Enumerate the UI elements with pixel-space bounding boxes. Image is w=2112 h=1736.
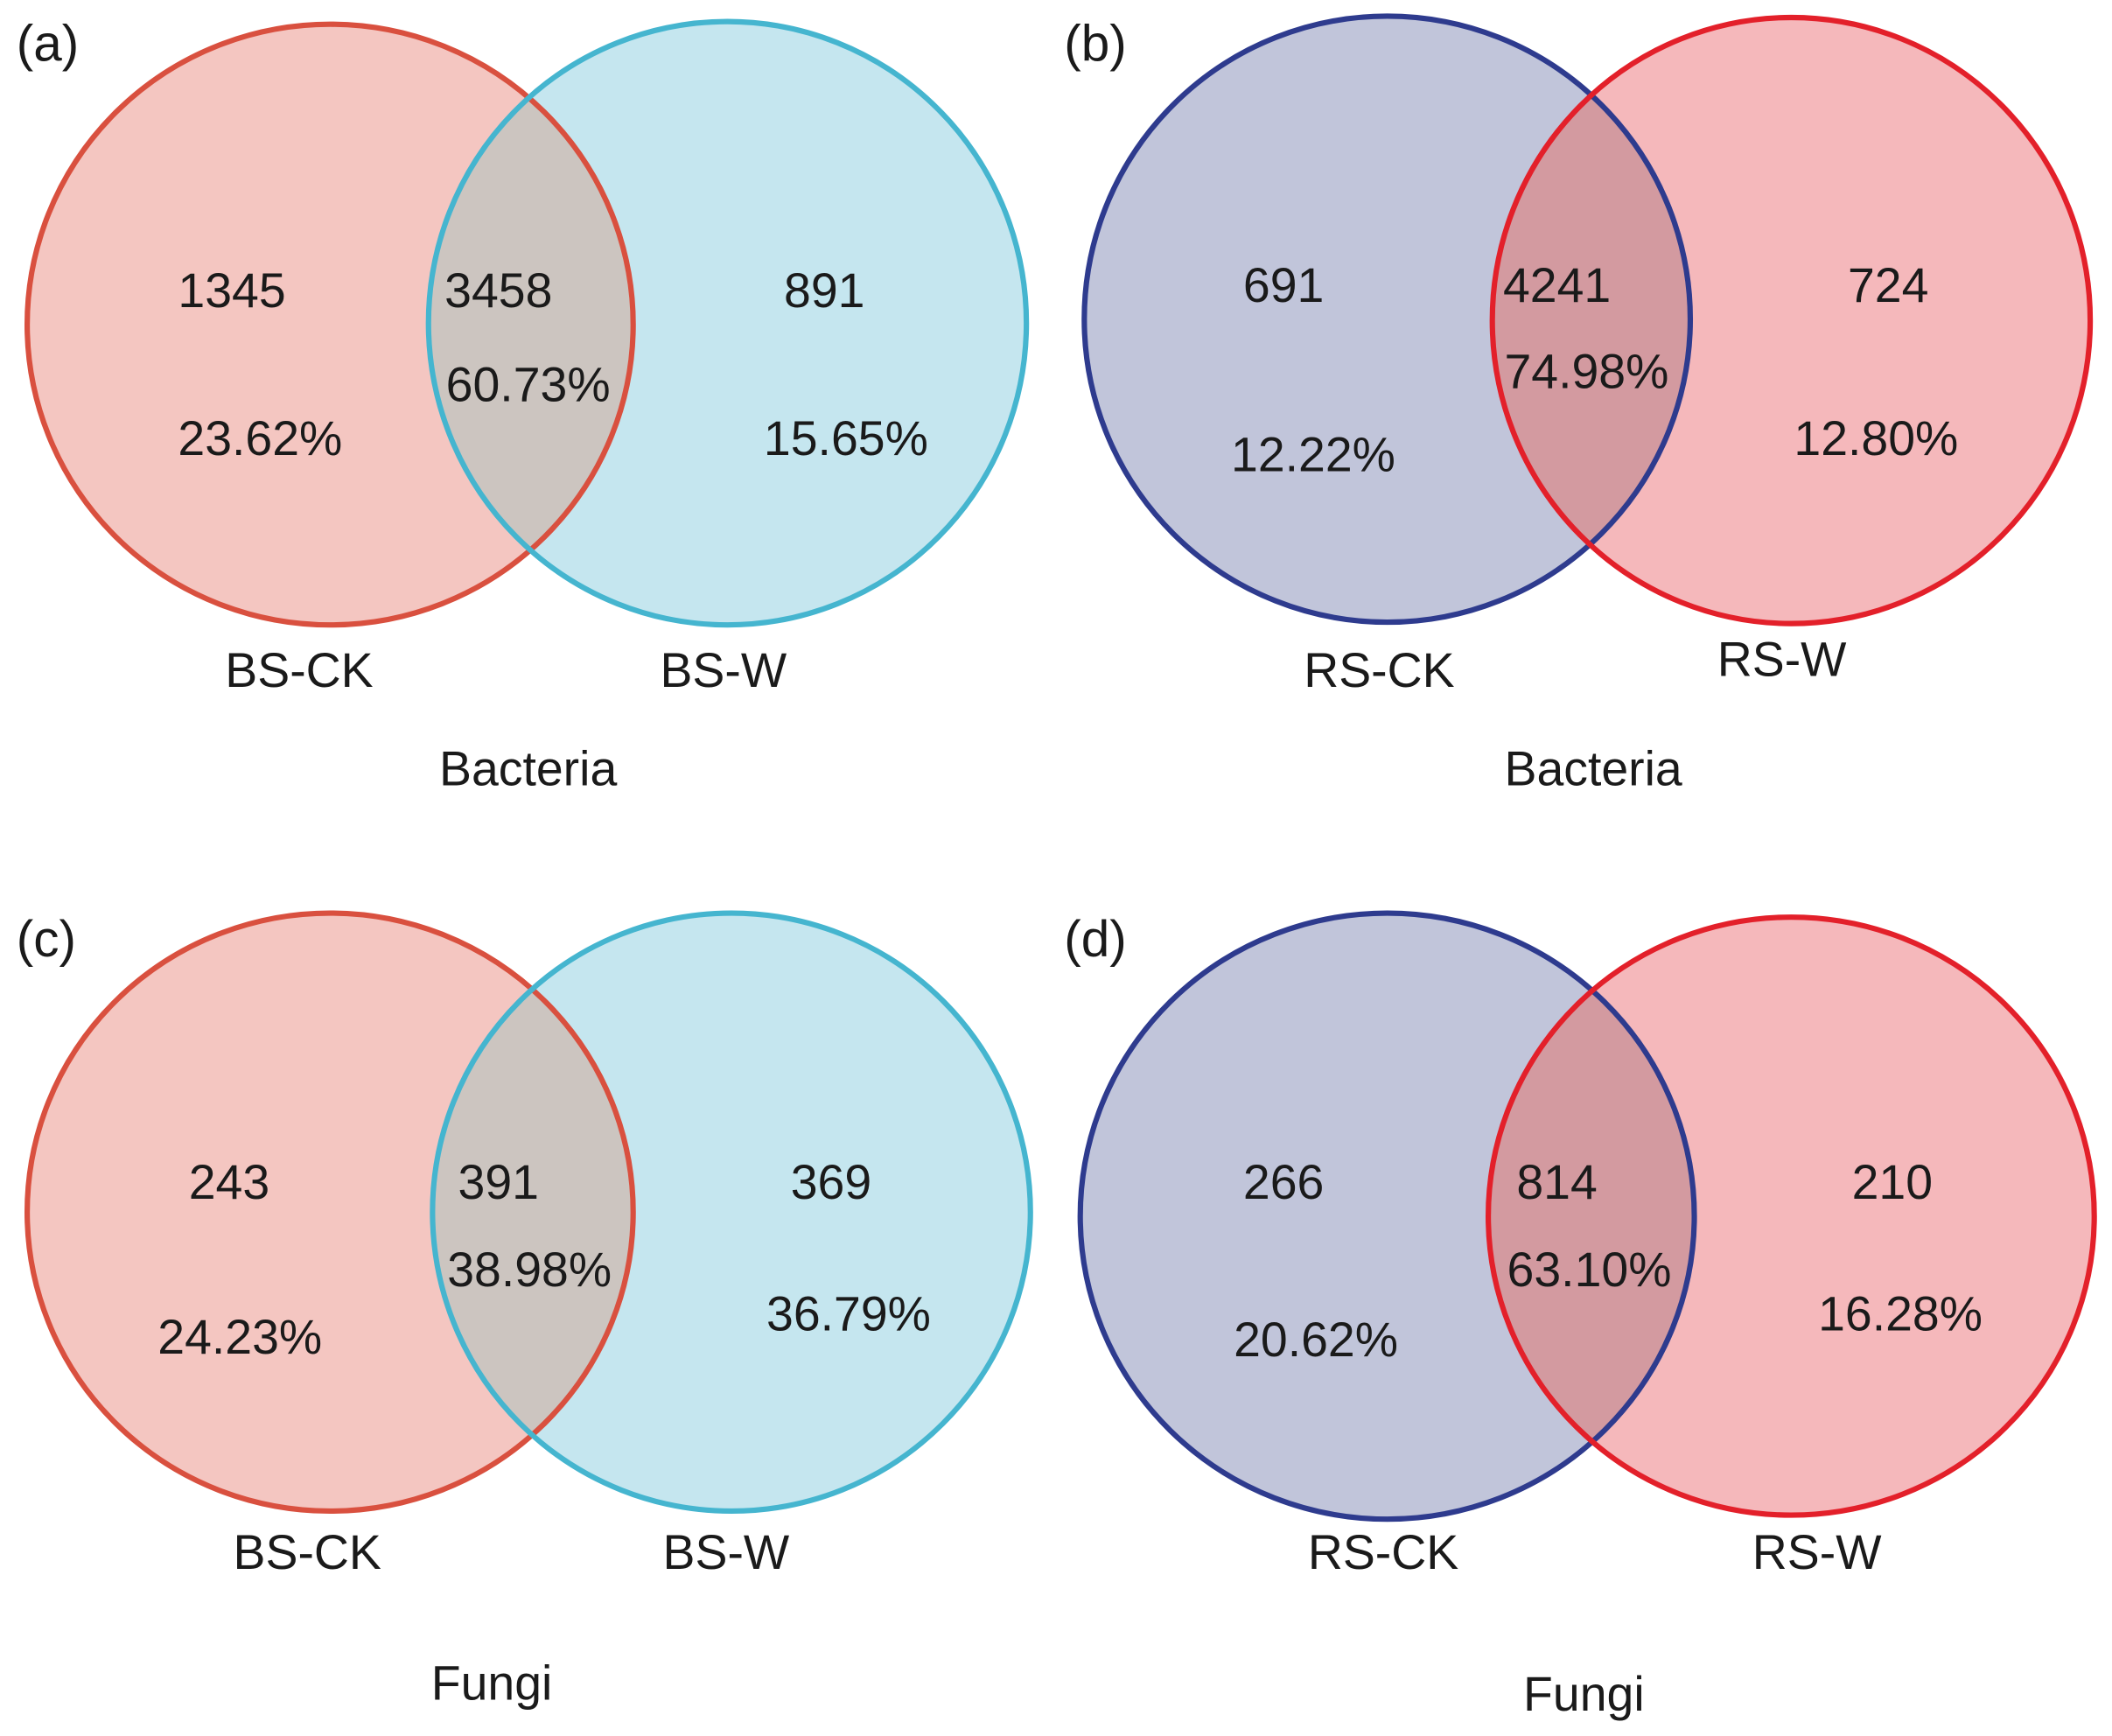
- venn-panel-a: (a) 1345 23.62% 3458 60.73% 891 15.65% BS-CK BS-…: [17, 15, 1030, 795]
- right-only-percent: 15.65%: [764, 411, 928, 466]
- right-set-outline: [1489, 14, 2094, 626]
- right-set-outline: [425, 18, 1030, 628]
- shared-count: 3458: [444, 263, 552, 318]
- right-only-count: 724: [1848, 258, 1928, 312]
- right-set-outline: [430, 910, 1033, 1515]
- right-only-percent: 36.79%: [766, 1287, 931, 1341]
- left-only-percent: 20.62%: [1234, 1312, 1398, 1367]
- right-set-label: BS-W: [663, 1525, 790, 1579]
- shared-percent: 63.10%: [1507, 1242, 1672, 1297]
- left-set-outline: [24, 910, 636, 1515]
- panel-caption: Bacteria: [1504, 741, 1682, 795]
- venn-panel-b: (b) 691 12.22% 4241 74.98% 724 12.80% RS-CK RS-W…: [1064, 13, 2094, 795]
- left-only-count: 691: [1243, 258, 1324, 312]
- overlap-region: [1492, 18, 1690, 623]
- left-set-label: RS-CK: [1304, 643, 1454, 697]
- overlap-region: [1488, 917, 1695, 1516]
- shared-percent: 38.98%: [447, 1242, 612, 1297]
- venn-panel-c: (c) 243 24.23% 391 38.98% 369 36.79% BS-CK BS-W F…: [17, 910, 1033, 1710]
- left-only-count: 266: [1243, 1155, 1324, 1209]
- right-only-count: 891: [784, 263, 864, 318]
- panel-tag: (d): [1064, 911, 1126, 968]
- left-set-outline: [24, 21, 636, 628]
- right-only-count: 369: [791, 1155, 871, 1209]
- left-only-count: 1345: [178, 263, 285, 318]
- left-set-outline: [1077, 910, 1697, 1522]
- overlap-region: [432, 913, 633, 1511]
- right-set-label: BS-W: [660, 643, 787, 697]
- panel-tag: (b): [1064, 15, 1126, 72]
- left-set-label: RS-CK: [1308, 1525, 1458, 1579]
- shared-count: 4241: [1503, 258, 1611, 312]
- left-only-percent: 23.62%: [178, 411, 342, 466]
- shared-count: 391: [458, 1155, 539, 1209]
- right-only-percent: 16.28%: [1818, 1287, 1983, 1341]
- left-set-label: BS-CK: [225, 643, 373, 697]
- venn-panel-d: (d) 266 20.62% 814 63.10% 210 16.28% RS-CK RS-W F…: [1064, 910, 2097, 1721]
- shared-percent: 60.73%: [446, 358, 611, 412]
- left-set-label: BS-CK: [234, 1525, 381, 1579]
- left-only-count: 243: [189, 1155, 269, 1209]
- right-only-count: 210: [1852, 1155, 1933, 1209]
- panel-tag: (a): [17, 15, 79, 72]
- left-only-percent: 24.23%: [157, 1310, 322, 1364]
- right-set-label: RS-W: [1717, 633, 1847, 687]
- right-set-outline: [1485, 914, 2097, 1518]
- left-set-outline: [1081, 13, 1694, 626]
- right-only-percent: 12.80%: [1794, 411, 1958, 466]
- shared-percent: 74.98%: [1504, 344, 1668, 398]
- shared-count: 814: [1516, 1155, 1597, 1209]
- right-set-label: RS-W: [1752, 1525, 1882, 1579]
- overlap-region: [428, 24, 633, 626]
- left-only-percent: 12.22%: [1231, 428, 1395, 482]
- panel-caption: Fungi: [431, 1656, 553, 1710]
- panel-caption: Fungi: [1523, 1667, 1645, 1721]
- panel-caption: Bacteria: [439, 741, 617, 795]
- panel-tag: (c): [17, 911, 76, 968]
